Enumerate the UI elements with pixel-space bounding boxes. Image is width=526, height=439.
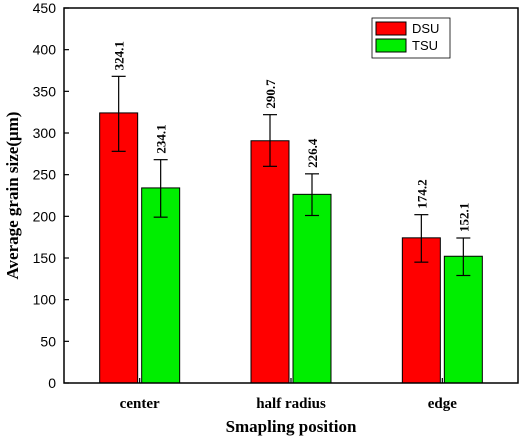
data-label: 174.2 (414, 179, 429, 208)
x-tick-label: edge (428, 396, 458, 412)
y-tick-label: 200 (33, 208, 57, 224)
legend-label-tsu: TSU (412, 38, 438, 53)
y-tick-label: 150 (33, 250, 57, 266)
data-label: 152.1 (456, 203, 471, 232)
bar-dsu-1 (250, 140, 290, 384)
bar-dsu-0 (99, 112, 139, 384)
value-labels-layer: 324.1 234.1 290.7 226.4 174.2 152.1 (112, 41, 472, 232)
y-axis-title: Average grain size(μm) (3, 112, 22, 280)
x-axis: center half radius edge (120, 378, 458, 412)
x-axis-title: Smapling position (226, 417, 357, 436)
y-tick-label: 300 (33, 125, 57, 141)
legend: DSU TSU (371, 17, 451, 59)
bar-tsu-2 (443, 255, 483, 384)
x-tick-label: center (120, 396, 160, 412)
error-bars-layer (111, 75, 471, 277)
y-tick-label: 50 (40, 333, 56, 349)
legend-swatch-tsu (375, 38, 407, 53)
legend-label-dsu: DSU (412, 21, 439, 36)
y-axis: 0 50 100 150 200 250 300 350 400 450 (33, 0, 69, 391)
data-label: 290.7 (263, 79, 278, 109)
y-tick-label: 400 (33, 42, 57, 58)
y-tick-label: 450 (33, 0, 57, 16)
legend-swatch-dsu (375, 21, 407, 36)
data-label: 234.1 (154, 124, 169, 153)
y-tick-label: 100 (33, 292, 57, 308)
bar-tsu-0 (141, 187, 181, 384)
y-tick-label: 250 (33, 167, 57, 183)
bar-tsu-1 (292, 193, 332, 384)
x-tick-label: half radius (256, 396, 326, 412)
y-tick-label: 0 (48, 375, 56, 391)
data-label: 324.1 (112, 41, 127, 70)
data-label: 226.4 (305, 138, 320, 168)
y-tick-label: 350 (33, 83, 57, 99)
